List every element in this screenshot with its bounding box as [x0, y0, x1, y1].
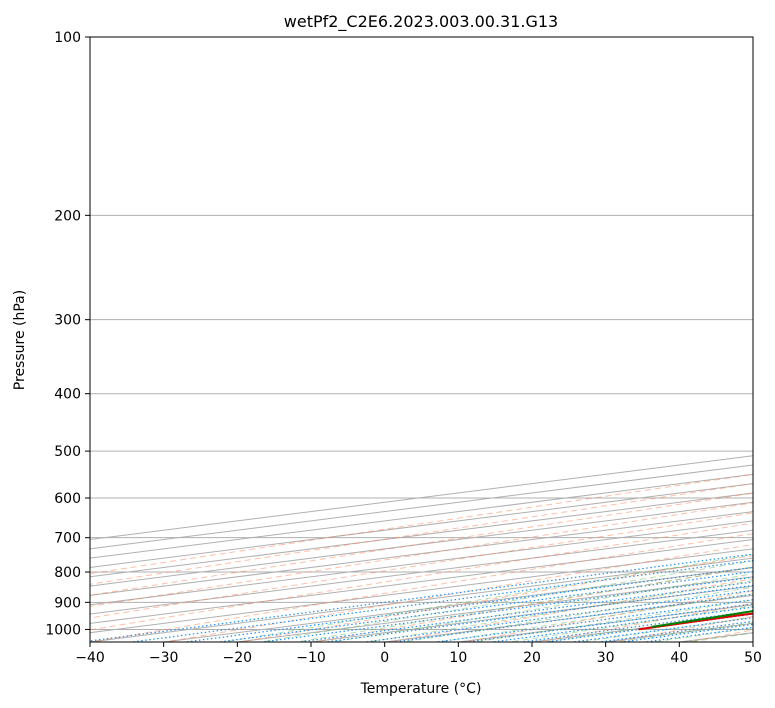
y-tick-label: 100 — [54, 30, 81, 46]
isotherm-line — [90, 520, 753, 606]
y-tick-label: 400 — [54, 387, 81, 403]
mixing-ratio-line — [321, 584, 753, 642]
y-tick-label: 300 — [54, 313, 81, 329]
x-tick-label: 40 — [670, 650, 688, 666]
dry-adiabat-line — [386, 578, 753, 642]
mixing-ratio-line — [90, 553, 753, 642]
x-tick-label: 30 — [597, 650, 615, 666]
y-axis-label: Pressure (hPa) — [12, 290, 28, 390]
moist-adiabat-line — [470, 599, 753, 642]
mixing-ratio-line — [258, 576, 753, 642]
y-tick-label: 900 — [54, 595, 81, 611]
isotherm-line — [90, 529, 753, 615]
chart-title: wetPf2_C2E6.2023.003.00.31.G13 — [284, 12, 558, 32]
x-axis-ticks: −40 −30 −20 −10 0 10 20 30 40 50 — [75, 642, 762, 666]
mixing-ratio-line — [294, 581, 753, 642]
y-tick-label: 500 — [54, 444, 81, 460]
x-tick-label: 0 — [380, 650, 389, 666]
x-axis-label: Temperature (°C) — [360, 681, 482, 697]
isotherm-line — [90, 492, 753, 578]
dry-adiabat-line — [162, 543, 753, 642]
plot-area: 0.10.20.40.611.52346810131620253036-100-… — [90, 37, 753, 642]
y-tick-label: 600 — [54, 491, 81, 507]
isotherm-line — [90, 464, 753, 550]
y-axis-ticks: 1000 900 800 700 600 500 400 300 200 100 — [45, 30, 90, 638]
y-tick-label: 200 — [54, 208, 81, 224]
isotherm-line — [90, 539, 753, 624]
isotherm-line — [90, 511, 753, 596]
dry-adiabat-line — [90, 522, 753, 631]
y-tick-label: 700 — [54, 531, 81, 547]
x-tick-label: 10 — [449, 650, 467, 666]
x-tick-label: −20 — [223, 650, 253, 666]
moist-adiabat-line — [399, 586, 753, 642]
x-tick-label: 50 — [744, 650, 762, 666]
dry-adiabat-line — [90, 483, 753, 585]
dry-adiabats — [90, 473, 753, 642]
x-tick-label: −30 — [149, 650, 179, 666]
moist-adiabats — [220, 554, 753, 642]
isotherm-line — [90, 501, 753, 587]
x-tick-label: 20 — [523, 650, 541, 666]
isotherm-line — [90, 483, 753, 568]
plot-frame — [89, 36, 754, 643]
dry-adiabat-line — [236, 554, 753, 642]
isotherm-line — [90, 473, 753, 559]
y-tick-label: 800 — [54, 565, 81, 581]
x-tick-label: −40 — [75, 650, 105, 666]
y-tick-label: 1000 — [45, 622, 81, 638]
x-tick-label: −10 — [296, 650, 326, 666]
moist-adiabat-line — [328, 573, 753, 642]
mixing-ratio-line — [214, 570, 753, 642]
dry-adiabat-line — [461, 590, 753, 642]
dry-adiabat-line — [90, 473, 753, 575]
skewed-isotherms — [90, 455, 753, 642]
mixing-ratio-lines — [90, 553, 753, 642]
moist-adiabat-line — [293, 566, 753, 642]
